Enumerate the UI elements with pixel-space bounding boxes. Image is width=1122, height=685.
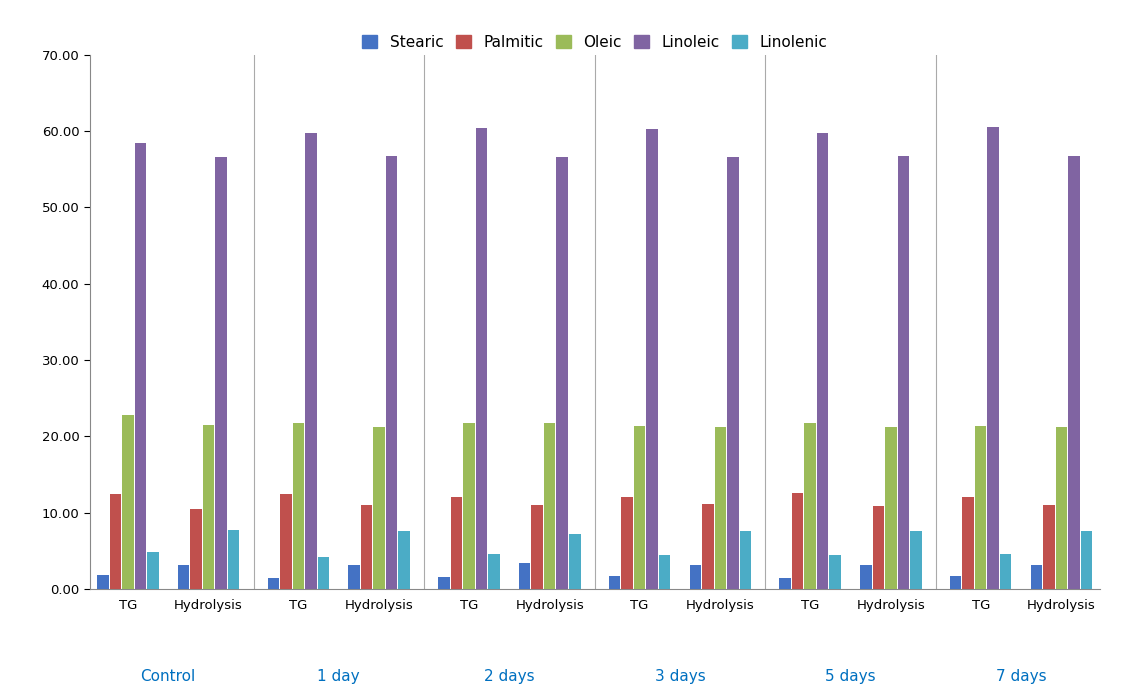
Bar (135, 142, 146, 589)
Bar (386, 155, 397, 589)
Bar (451, 497, 462, 589)
Bar (318, 557, 329, 589)
Bar (963, 497, 974, 589)
Bar (804, 423, 816, 589)
Text: 1 day: 1 day (318, 669, 360, 684)
Bar (715, 427, 726, 589)
Legend: Stearic, Palmitic, Oleic, Linoleic, Linolenic: Stearic, Palmitic, Oleic, Linoleic, Lino… (358, 30, 831, 55)
Bar (873, 506, 884, 589)
Bar (975, 426, 986, 589)
Bar (780, 578, 791, 589)
Bar (268, 577, 279, 589)
Bar (1031, 564, 1042, 589)
Text: 7 days: 7 days (996, 669, 1047, 684)
Bar (910, 531, 921, 589)
Bar (634, 426, 645, 589)
Bar (361, 505, 373, 589)
Bar (1000, 554, 1012, 589)
Text: Control: Control (140, 669, 196, 684)
Bar (305, 133, 316, 589)
Bar (702, 504, 714, 589)
Text: 2 days: 2 days (484, 669, 535, 684)
Bar (488, 554, 499, 589)
Bar (829, 555, 840, 589)
Bar (544, 423, 555, 589)
Bar (177, 564, 190, 589)
Bar (374, 427, 385, 589)
Bar (228, 530, 239, 589)
Bar (1080, 531, 1092, 589)
Bar (898, 155, 909, 589)
Bar (349, 565, 360, 589)
Bar (122, 415, 134, 589)
Bar (727, 157, 738, 589)
Bar (987, 127, 999, 589)
Bar (739, 531, 751, 589)
Bar (98, 575, 109, 589)
Bar (519, 563, 531, 589)
Bar (439, 577, 450, 589)
Bar (609, 576, 620, 589)
Bar (950, 576, 962, 589)
Bar (191, 509, 202, 589)
Bar (817, 133, 828, 589)
Bar (885, 427, 896, 589)
Bar (463, 423, 475, 589)
Bar (215, 157, 227, 589)
Bar (557, 157, 568, 589)
Bar (293, 423, 304, 589)
Bar (147, 553, 158, 589)
Bar (792, 493, 803, 589)
Bar (1043, 505, 1055, 589)
Bar (476, 128, 487, 589)
Bar (532, 505, 543, 589)
Bar (690, 564, 701, 589)
Bar (398, 531, 410, 589)
Bar (1056, 427, 1067, 589)
Bar (646, 129, 657, 589)
Bar (280, 494, 292, 589)
Bar (861, 564, 872, 589)
Text: 3 days: 3 days (654, 669, 706, 684)
Bar (110, 494, 121, 589)
Bar (203, 425, 214, 589)
Text: 5 days: 5 days (825, 669, 876, 684)
Bar (569, 534, 580, 589)
Bar (622, 497, 633, 589)
Bar (1068, 156, 1079, 589)
Bar (659, 555, 670, 589)
